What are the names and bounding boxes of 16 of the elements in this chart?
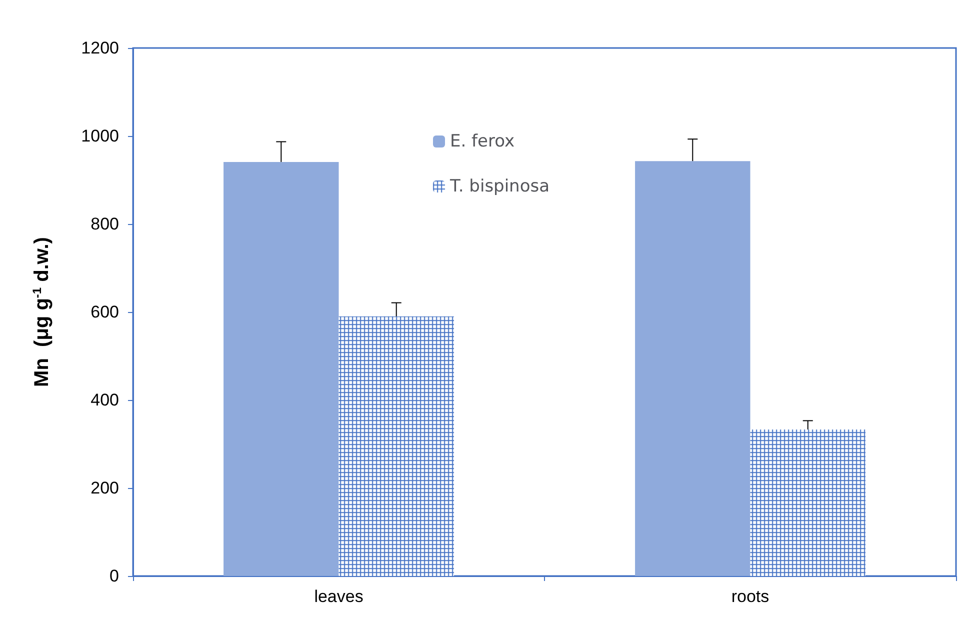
bar — [224, 162, 339, 576]
legend-label: T. bispinosa — [449, 176, 550, 196]
y-tick-label: 200 — [90, 478, 119, 498]
bar — [750, 429, 866, 576]
bar — [635, 161, 750, 576]
y-tick-label: 800 — [90, 214, 119, 234]
bar — [338, 316, 454, 576]
y-tick-label: 400 — [90, 390, 119, 410]
x-tick-label: roots — [731, 587, 770, 606]
y-tick-label: 1200 — [81, 38, 119, 58]
y-tick-label: 0 — [110, 566, 119, 586]
y-tick-label: 1000 — [81, 126, 119, 146]
y-axis-title: Mn (μg g-1 d.w.) — [30, 237, 53, 387]
legend-label: E. ferox — [450, 132, 515, 152]
y-tick-label: 600 — [90, 302, 119, 322]
x-tick-label: leaves — [314, 587, 364, 606]
